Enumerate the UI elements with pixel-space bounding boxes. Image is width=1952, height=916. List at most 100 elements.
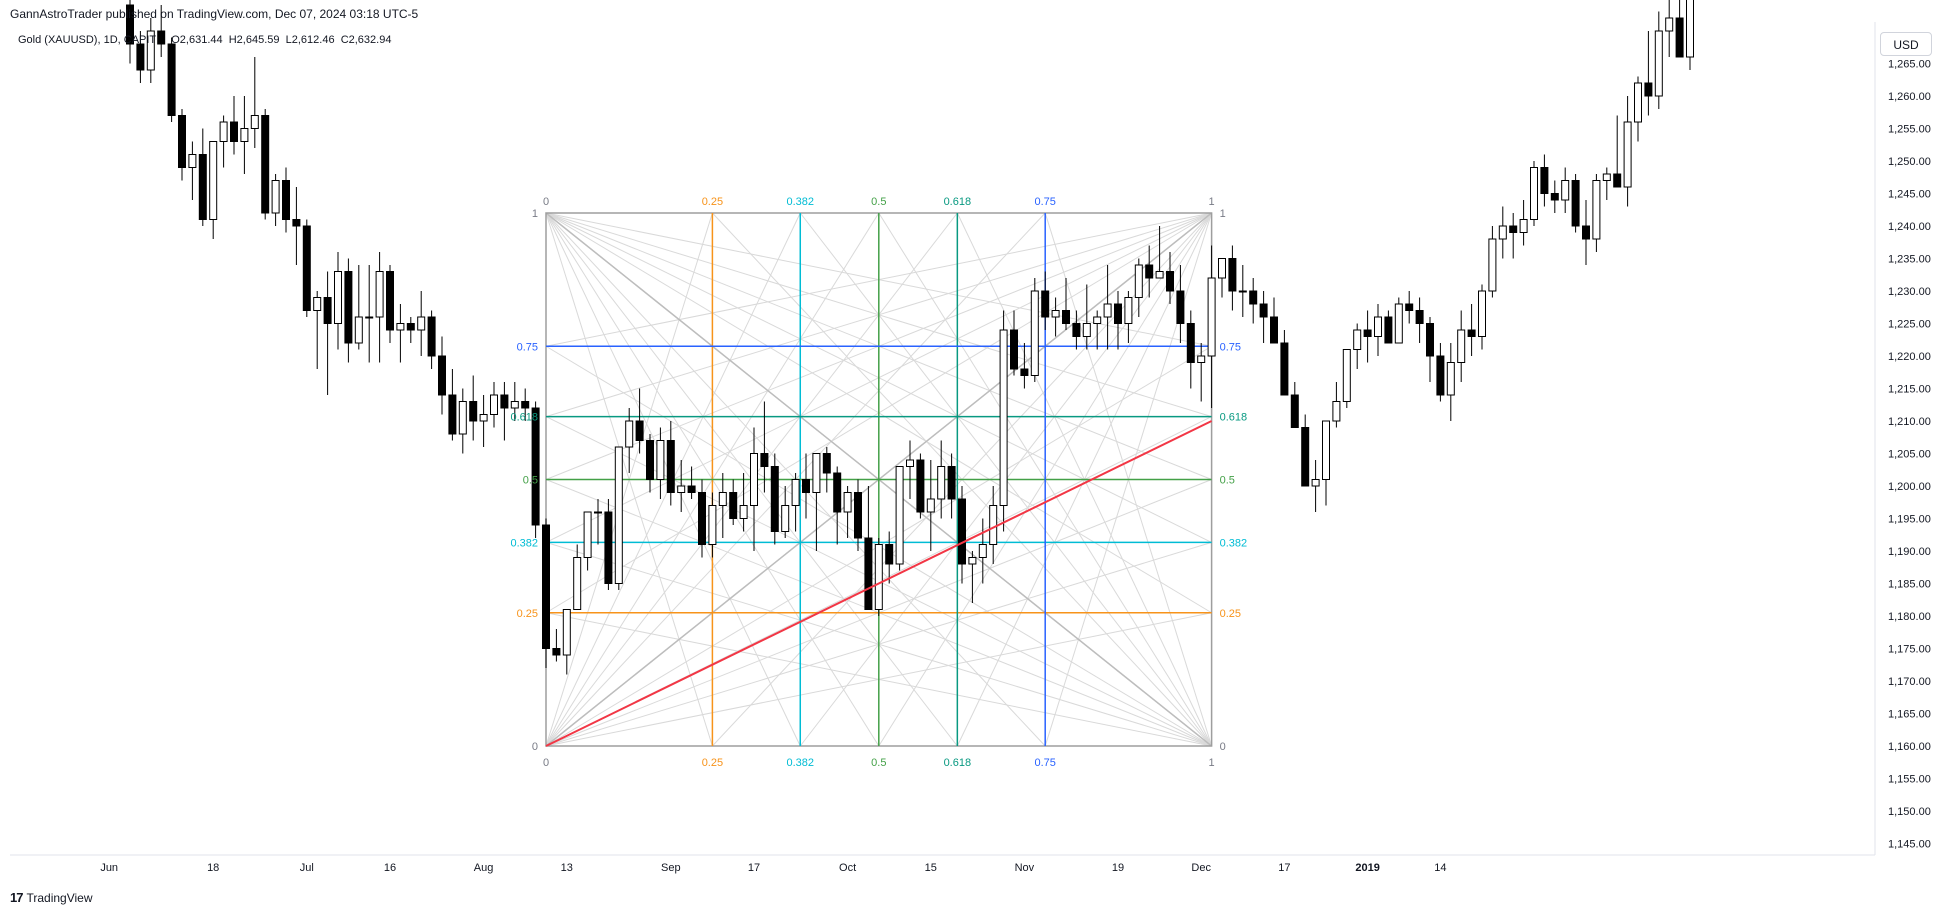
candles <box>126 0 1694 675</box>
price-tick-label: 1,180.00 <box>1888 611 1931 623</box>
candle <box>1675 0 1684 58</box>
candle-body <box>1415 310 1424 324</box>
candle-body <box>1550 193 1559 201</box>
candle-body <box>594 511 602 514</box>
candle-body <box>1332 401 1341 422</box>
candle-body <box>1478 290 1486 337</box>
time-tick-label: 18 <box>207 862 219 874</box>
candle <box>542 518 550 668</box>
candle <box>354 265 363 350</box>
price-tick-label: 1,150.00 <box>1888 806 1931 818</box>
box-label-right: 0.75 <box>1220 341 1241 353</box>
candle-body <box>1467 329 1476 337</box>
candle-body <box>1561 180 1570 201</box>
publisher-line: GannAstroTrader published on TradingView… <box>10 7 419 21</box>
candle-body <box>729 492 738 519</box>
candle <box>438 336 446 415</box>
candle-body <box>1457 329 1466 363</box>
candle <box>490 382 498 428</box>
time-tick-label: Dec <box>1191 862 1211 874</box>
candle <box>375 252 384 363</box>
candle-body <box>500 394 509 409</box>
candle-body <box>1082 323 1091 337</box>
tradingview-brand[interactable]: 17 TradingView <box>10 890 93 905</box>
candle-body <box>1238 290 1247 293</box>
time-tick-label: Aug <box>474 862 494 874</box>
candle-body <box>490 394 498 415</box>
box-label-bottom: 0.75 <box>1034 757 1055 769</box>
time-tick-label: Sep <box>661 862 681 874</box>
candle-body <box>833 472 842 513</box>
ohlc-open: O2,631.44 <box>171 34 223 46</box>
candle <box>136 31 145 83</box>
price-tick-label: 1,190.00 <box>1888 546 1931 558</box>
price-tick-label: 1,205.00 <box>1888 449 1931 461</box>
price-tick-label: 1,250.00 <box>1888 156 1931 168</box>
price-tick-label: 1,235.00 <box>1888 254 1931 266</box>
candle <box>750 427 758 551</box>
time-tick-label: Jun <box>100 862 118 874</box>
candle-body <box>646 440 654 480</box>
time-axis[interactable]: Jun 18 Jul 16 Aug 13 Sep 17 Oct 15 Nov 19 Dec 17 2019 1… <box>10 854 1875 874</box>
candle-body <box>1509 225 1518 233</box>
candle <box>427 310 436 369</box>
gann-box[interactable] <box>545 212 1213 747</box>
box-label-bottom: 0.382 <box>786 757 814 769</box>
red-trend-line[interactable] <box>545 420 1213 747</box>
candle <box>1457 310 1466 382</box>
candle-body <box>188 154 197 168</box>
time-tick-label: 14 <box>1434 862 1446 874</box>
candle-body <box>458 401 467 435</box>
candle-body <box>1197 355 1206 363</box>
candle-body <box>479 414 488 422</box>
candle <box>396 304 405 363</box>
candle <box>406 317 415 343</box>
candle <box>344 258 353 363</box>
candle <box>583 511 592 571</box>
candle <box>1280 330 1289 396</box>
candle <box>240 96 249 174</box>
candle-body <box>323 297 332 324</box>
candle <box>1103 265 1112 350</box>
candle <box>1332 382 1341 428</box>
candle <box>458 388 467 454</box>
trend-line[interactable] <box>545 420 1213 747</box>
candle-body <box>708 505 717 545</box>
candle <box>978 518 987 584</box>
candle <box>822 447 831 493</box>
price-axis[interactable]: 1,145.00 1,150.00 1,155.00 1,160.00 1,165.00… <box>1874 22 1931 855</box>
candle <box>230 96 238 155</box>
candle <box>1238 265 1247 317</box>
candle-body <box>885 544 894 565</box>
candle <box>198 128 207 226</box>
candle <box>677 460 686 512</box>
candle <box>1686 0 1694 70</box>
candle <box>1249 278 1258 324</box>
candle <box>313 291 322 369</box>
price-tick-label: 1,165.00 <box>1888 709 1931 721</box>
candle-body <box>1488 238 1497 292</box>
candle <box>1270 297 1278 344</box>
candle <box>282 167 290 233</box>
candle-body <box>1176 290 1185 324</box>
currency-button[interactable]: USD <box>1880 32 1932 56</box>
candle <box>1134 258 1143 317</box>
symbol-info: Gold (XAUUSD), 1D, CAPIT O2,631.44 H2,64… <box>18 34 391 46</box>
candle-body <box>906 459 914 467</box>
box-label-left: 0.618 <box>510 412 538 424</box>
candle <box>1010 310 1018 376</box>
candle-body <box>999 329 1008 506</box>
candle <box>1093 310 1102 350</box>
candle-body <box>1498 225 1507 240</box>
price-tick-label: 1,160.00 <box>1888 741 1931 753</box>
candle <box>781 486 790 538</box>
candle <box>1030 278 1039 382</box>
candle <box>219 115 228 168</box>
candle-body <box>656 440 665 480</box>
candle-body <box>209 141 218 220</box>
candle-body <box>583 511 592 558</box>
candle <box>1342 349 1351 408</box>
price-tick-label: 1,240.00 <box>1888 221 1931 233</box>
